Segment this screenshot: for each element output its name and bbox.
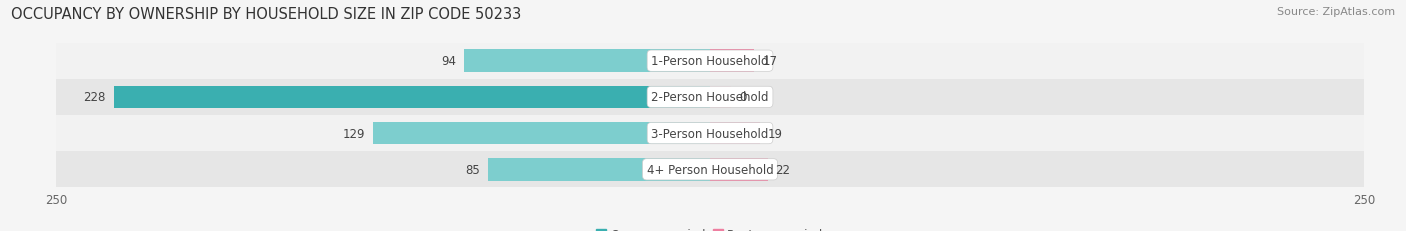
Text: 228: 228 (83, 91, 105, 104)
Bar (114, 86, 710, 109)
Bar (373, 122, 710, 145)
Bar (488, 158, 710, 181)
Text: 85: 85 (465, 163, 479, 176)
Bar (710, 86, 731, 109)
Text: 17: 17 (762, 55, 778, 68)
Bar (56, 152, 1364, 188)
Bar (56, 79, 1364, 116)
Text: 3-Person Household: 3-Person Household (651, 127, 769, 140)
Bar (710, 158, 768, 181)
Bar (710, 122, 759, 145)
Text: 2-Person Household: 2-Person Household (651, 91, 769, 104)
Bar (56, 43, 1364, 79)
Text: Source: ZipAtlas.com: Source: ZipAtlas.com (1277, 7, 1395, 17)
Text: 1-Person Household: 1-Person Household (651, 55, 769, 68)
Text: 19: 19 (768, 127, 783, 140)
Text: 4+ Person Household: 4+ Person Household (647, 163, 773, 176)
Bar (56, 116, 1364, 152)
Bar (710, 50, 755, 73)
Text: 129: 129 (342, 127, 364, 140)
Text: 94: 94 (441, 55, 457, 68)
Bar (464, 50, 710, 73)
Legend: Owner-occupied, Renter-occupied: Owner-occupied, Renter-occupied (592, 223, 828, 231)
Text: 0: 0 (738, 91, 747, 104)
Text: OCCUPANCY BY OWNERSHIP BY HOUSEHOLD SIZE IN ZIP CODE 50233: OCCUPANCY BY OWNERSHIP BY HOUSEHOLD SIZE… (11, 7, 522, 22)
Text: 22: 22 (776, 163, 790, 176)
